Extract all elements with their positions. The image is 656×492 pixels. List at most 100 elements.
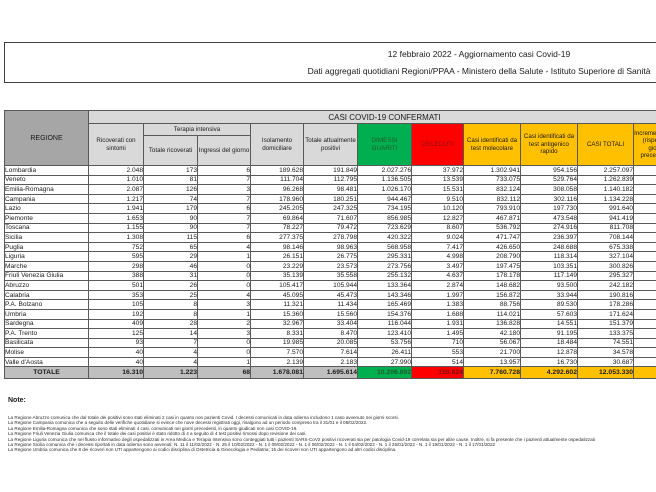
table-row: Marche 298 46 0 23.229 23.573 273.756 3.497 197.…	[4, 260, 656, 272]
region-name-cell: Campania	[4, 193, 89, 205]
value-cell: 501	[88, 280, 144, 291]
table-row: Puglia 752 65 4 98.146 98.963 568.958 7.417 426.…	[4, 241, 656, 253]
table-row: Basilicata 93 7 0 19.985 20.085 53.756 710 56.06…	[4, 337, 656, 349]
table-row: Abruzzo 501 26 0 105.417 105.944 133.364 2.874 1…	[4, 280, 656, 291]
value-cell: 154.376	[357, 308, 412, 320]
value-cell: 11.434	[303, 299, 358, 310]
value-cell	[632, 356, 656, 368]
value-cell: 208.790	[463, 251, 521, 262]
region-name-cell: Emilia-Romagna	[4, 184, 89, 195]
value-cell: 11.321	[250, 299, 304, 310]
value-cell: 2.027.276	[357, 165, 412, 176]
table-row: Sardegna 409 28 2 32.967 33.404 116.044 1.931 13…	[4, 318, 656, 330]
value-cell: 29	[143, 251, 198, 262]
value-cell: 8	[143, 299, 198, 310]
value-cell: 247.325	[303, 203, 358, 214]
region-name-cell: Liguria	[4, 251, 89, 262]
region-name-cell: P.A. Trento	[4, 328, 89, 339]
value-cell: 4	[197, 241, 251, 253]
value-cell: 4	[197, 289, 251, 301]
value-cell: 7	[197, 174, 251, 186]
report-header-box: 12 febbraio 2022 - Aggiornamento casi Co…	[4, 42, 656, 83]
value-cell	[632, 308, 656, 320]
value-cell	[632, 318, 656, 330]
value-cell: 1	[197, 308, 251, 320]
value-cell: 178.178	[463, 270, 521, 282]
value-cell: 8.331	[250, 328, 304, 339]
col-header-deceduti: DECEDUTI	[411, 123, 464, 166]
value-cell: 33.404	[303, 318, 358, 330]
value-cell: 28	[143, 318, 198, 330]
table-row: Veneto 1.010 81 7 111.704 112.795 1.136.505 13.…	[4, 174, 656, 186]
value-cell: 32.967	[250, 318, 304, 330]
table-row: P.A. Bolzano 105 8 3 11.321 11.434 165.469 1.38…	[4, 299, 656, 310]
value-cell: 0	[197, 270, 251, 282]
note-line: La Regione Umbria comunica che 8 dei ric…	[8, 447, 397, 453]
value-cell: 7	[197, 222, 251, 234]
value-cell: 298	[88, 260, 144, 272]
value-cell: 9.510	[411, 193, 464, 205]
region-name-cell: Toscana	[4, 222, 89, 234]
notes-title: Note:	[8, 397, 26, 404]
value-cell: 300.826	[577, 260, 634, 272]
note-line: La Regione Abruzzo comunica che dal tota…	[8, 415, 399, 420]
value-cell: 103.351	[520, 260, 578, 272]
value-cell: 409	[88, 318, 144, 330]
region-name-cell: Lazio	[4, 203, 89, 214]
value-cell: 7.417	[411, 241, 464, 253]
value-cell: 18.484	[520, 337, 578, 349]
table-row: Lazio 1.941 179 6 245.205 247.325 734.195 10.12…	[4, 203, 656, 214]
value-cell: 752	[88, 241, 144, 253]
table-row: P.A. Trento 125 14 3 8.331 8.470 123.410 1.495 4…	[4, 328, 656, 339]
value-cell: 723.629	[357, 222, 412, 234]
value-cell: 1.010	[88, 174, 144, 186]
value-cell: 68	[197, 366, 251, 380]
value-cell: 3	[197, 328, 251, 339]
value-cell: 114.021	[463, 308, 521, 320]
value-cell: 1.941	[88, 203, 144, 214]
value-cell: 8	[143, 308, 198, 320]
covid-cases-table: REGIONE CASI COVID-19 CONFERMATI Ricover…	[4, 110, 656, 380]
value-cell: 126	[143, 184, 198, 195]
value-cell: 1.495	[411, 328, 464, 339]
region-name-cell: Piemonte	[4, 212, 89, 224]
value-cell: 1.140.182	[577, 184, 634, 195]
note-line: La Regione Liguria comunica che nel flus…	[8, 436, 595, 442]
notes-lines: La Regione Abruzzo comunica che dal tota…	[8, 415, 656, 453]
value-cell: 7	[143, 337, 198, 349]
value-cell: 197.475	[463, 260, 521, 272]
col-header-isolamento: Isolamento domiciliare	[250, 123, 304, 166]
value-cell: 529.764	[520, 174, 578, 186]
value-cell: 16.310	[88, 366, 144, 380]
value-cell: 98.963	[303, 241, 358, 253]
value-cell: 2.257.097	[577, 165, 634, 176]
value-cell: 245.205	[250, 203, 304, 214]
value-cell: 8.470	[303, 328, 358, 339]
report-date-title: 12 febbraio 2022 - Aggiornamento casi Co…	[387, 49, 571, 59]
value-cell: 180.251	[303, 193, 358, 205]
value-cell: 471.747	[463, 232, 521, 243]
value-cell: 954.156	[520, 165, 578, 176]
table-row: Campania 1.217 74 7 178.960 180.251 944.467 9.5…	[4, 193, 656, 205]
value-cell: 733.075	[463, 174, 521, 186]
value-cell: 1.653	[88, 212, 144, 224]
value-cell: 0	[197, 347, 251, 358]
value-cell: 53.756	[357, 337, 412, 349]
col-header-dimessi-guariti: DIMESSI GUARITI	[357, 123, 412, 166]
value-cell: 30.687	[577, 356, 634, 368]
value-cell: 178.960	[250, 193, 304, 205]
value-cell: 675.338	[577, 241, 634, 253]
region-name-cell: Calabria	[4, 289, 89, 301]
value-cell: 295.331	[357, 251, 412, 262]
value-cell: 1.695.614	[303, 366, 358, 380]
value-cell: 811.708	[577, 222, 634, 234]
value-cell: 0	[197, 337, 251, 349]
value-cell: 197.730	[520, 203, 578, 214]
value-cell: 1.931	[411, 318, 464, 330]
value-cell: 15.531	[411, 184, 464, 195]
table-band-title: CASI COVID-19 CONFERMATI	[87, 110, 656, 124]
value-cell: 4	[143, 347, 198, 358]
value-cell: 1.223	[143, 366, 198, 380]
value-cell	[632, 251, 656, 262]
value-cell: 1	[197, 356, 251, 368]
